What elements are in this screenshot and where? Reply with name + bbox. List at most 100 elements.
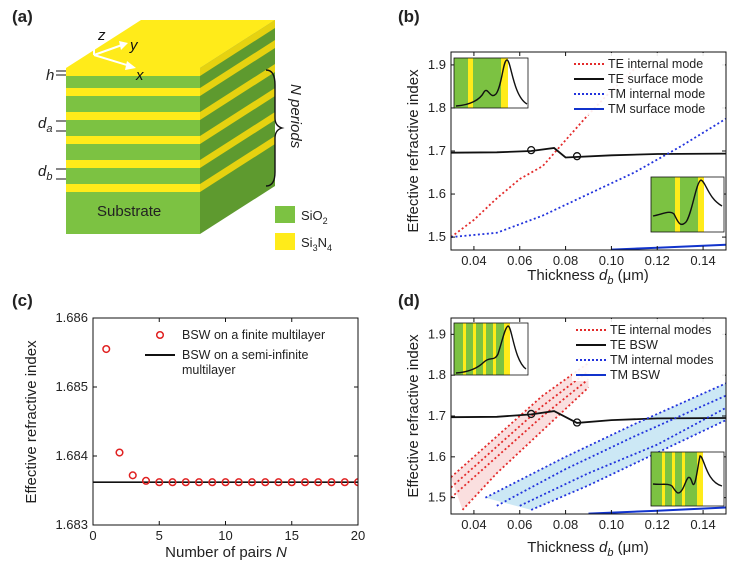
plot-c-ytick-label: 1.685 bbox=[55, 379, 88, 394]
plot-c-xtick-label: 10 bbox=[218, 528, 232, 543]
plot-c-finite-point bbox=[300, 478, 310, 487]
legend-sio2-swatch bbox=[275, 206, 295, 223]
inset-d-te-frame bbox=[453, 322, 529, 376]
label-h: h bbox=[46, 67, 54, 84]
plot-d-xtick-label: 0.10 bbox=[599, 517, 624, 532]
stack-top-face bbox=[66, 20, 275, 68]
plot-c-finite-point bbox=[102, 345, 111, 354]
plot-d-series-tm-internal-modes bbox=[519, 407, 726, 507]
plot-c-finite-point bbox=[181, 478, 190, 487]
inset-te-frame bbox=[453, 57, 529, 109]
plot-d-xtick-label: 0.06 bbox=[507, 517, 532, 532]
plot-b-inset-tm bbox=[650, 176, 725, 233]
inset-d-te-air bbox=[510, 323, 528, 375]
panel-a-label: (a) bbox=[12, 7, 33, 26]
label-da-sub: a bbox=[46, 123, 52, 135]
plot-c-xtick-label: 5 bbox=[156, 528, 163, 543]
plot-d-ytick-label: 1.5 bbox=[428, 490, 446, 505]
label-db-main: d bbox=[38, 163, 47, 180]
plot-d-series-tm-internal-modes bbox=[496, 394, 726, 507]
stack-front-si3n4-layer bbox=[66, 88, 200, 96]
plot-c-finite-point bbox=[168, 478, 177, 487]
plot-c-xlabel-main: Number of pairs bbox=[165, 544, 276, 561]
plot-b-xlabel: Thickness db (μm) bbox=[527, 267, 648, 287]
axis-z-label: z bbox=[97, 27, 106, 44]
plot-c-xlabel: Number of pairs N bbox=[165, 544, 287, 561]
plot-b-xtick-label: 0.10 bbox=[599, 253, 624, 268]
legend-si3n4-swatch bbox=[275, 233, 295, 250]
plot-b-legend-text-0: TE internal mode bbox=[608, 57, 703, 71]
stack-side-si3n4-layer bbox=[200, 88, 275, 144]
inset-te-air bbox=[508, 58, 528, 108]
label-db-sub: b bbox=[46, 171, 52, 183]
inset-d-te-layer-3 bbox=[483, 323, 486, 375]
plot-c-finite-point bbox=[340, 478, 349, 487]
panel-d-label: (d) bbox=[398, 291, 420, 310]
plot-b-ytick-label: 1.7 bbox=[428, 143, 446, 158]
plot-c-legend-marker bbox=[155, 330, 165, 340]
plot-b-ytick-label: 1.8 bbox=[428, 100, 446, 115]
stack-front-si3n4-layer bbox=[66, 136, 200, 144]
plot-d-xlabel: Thickness db (μm) bbox=[527, 539, 648, 559]
panel-b: (b) 0.04 0.06 0.08 0.10 0.12 0.14 1.5 1.6 1.7 1.8… bbox=[398, 7, 727, 287]
legend-si3n4-main: Si bbox=[301, 235, 313, 250]
plot-b-legend: TE internal mode TE surface mode TM inte… bbox=[570, 53, 725, 116]
plot-b-xtick-label: 0.04 bbox=[461, 253, 486, 268]
plot-d-xlabel-main: Thickness bbox=[527, 539, 599, 556]
plot-c-finite-point bbox=[208, 478, 217, 487]
axis-x-arrowhead bbox=[125, 61, 136, 70]
stack-side-si3n4-layer bbox=[200, 40, 275, 96]
plot-d-legend: TE internal modes TE BSW TM internal mod… bbox=[572, 319, 725, 382]
plot-b-xtick-label: 0.12 bbox=[645, 253, 670, 268]
plot-b-xtick-label: 0.08 bbox=[553, 253, 578, 268]
axis-x-arrow bbox=[93, 54, 131, 67]
inset-d-tm-layer-3 bbox=[682, 452, 685, 506]
plot-d-xtick-label: 0.14 bbox=[690, 517, 715, 532]
plot-d-mode-marker bbox=[572, 418, 582, 427]
plot-c-xtick-label: 20 bbox=[351, 528, 365, 543]
plot-b-legend-text-2: TM internal mode bbox=[608, 87, 705, 101]
legend-si3n4-sub: 3 bbox=[313, 243, 318, 253]
inset-te-bg-green bbox=[454, 58, 508, 108]
plot-d-xlabel-unit: (μm) bbox=[613, 539, 648, 556]
plot-b-xlabel-unit: (μm) bbox=[613, 267, 648, 284]
plot-c-finite-point bbox=[221, 478, 230, 487]
stack-side-face bbox=[200, 20, 275, 234]
plot-c-ytick-label: 1.686 bbox=[55, 310, 88, 325]
plot-d-inset-te bbox=[453, 322, 529, 376]
inset-d-te-layer-2 bbox=[473, 323, 476, 375]
plot-c-xtick-label: 0 bbox=[89, 528, 96, 543]
n-periods-label: N periods bbox=[287, 84, 304, 149]
plot-b-xtick-label: 0.06 bbox=[507, 253, 532, 268]
stack-side-si3n4-layer bbox=[200, 136, 275, 192]
plot-c-legend: BSW on a finite multilayer BSW on a semi… bbox=[145, 328, 325, 377]
plot-c-finite-point bbox=[274, 478, 283, 487]
plot-b-ytick-label: 1.5 bbox=[428, 229, 446, 244]
inset-te-layer-2 bbox=[501, 58, 508, 108]
plot-c-ytick-label: 1.684 bbox=[55, 448, 88, 463]
plot-b-ylabel: Effective refractive index bbox=[405, 69, 422, 233]
plot-c-legend-text-0: BSW on a finite multilayer bbox=[182, 328, 325, 342]
plot-c-xlabel-var: N bbox=[276, 544, 287, 561]
plot-d-xlabel-var: d bbox=[599, 539, 608, 556]
plot-c-legend-text-1: BSW on a semi-infinite bbox=[182, 348, 308, 362]
plot-d-ytick-label: 1.8 bbox=[428, 367, 446, 382]
plot-b-xlabel-var: d bbox=[599, 267, 608, 284]
axis-y-label: y bbox=[129, 37, 139, 54]
inset-d-te-field-curve bbox=[455, 325, 527, 374]
legend-si3n4-tail: N bbox=[318, 235, 327, 250]
plot-d-ytick-label: 1.6 bbox=[428, 449, 446, 464]
plot-c-finite-point bbox=[234, 478, 243, 487]
plot-c-finite-point bbox=[141, 476, 151, 485]
legend-sio2-main: SiO bbox=[301, 208, 323, 223]
axis-y-arrow bbox=[93, 44, 123, 56]
label-db: db bbox=[38, 163, 52, 183]
plot-d-ytick-label: 1.9 bbox=[428, 326, 446, 341]
plot-d-legend-text-3: TM BSW bbox=[610, 368, 660, 382]
plot-b-series-tm-internal-mode bbox=[451, 117, 726, 238]
inset-d-te-layer-4 bbox=[493, 323, 496, 375]
plot-b-xtick-label: 0.14 bbox=[690, 253, 715, 268]
plot-b-ytick-label: 1.6 bbox=[428, 186, 446, 201]
plot-d-te-band bbox=[451, 362, 589, 510]
